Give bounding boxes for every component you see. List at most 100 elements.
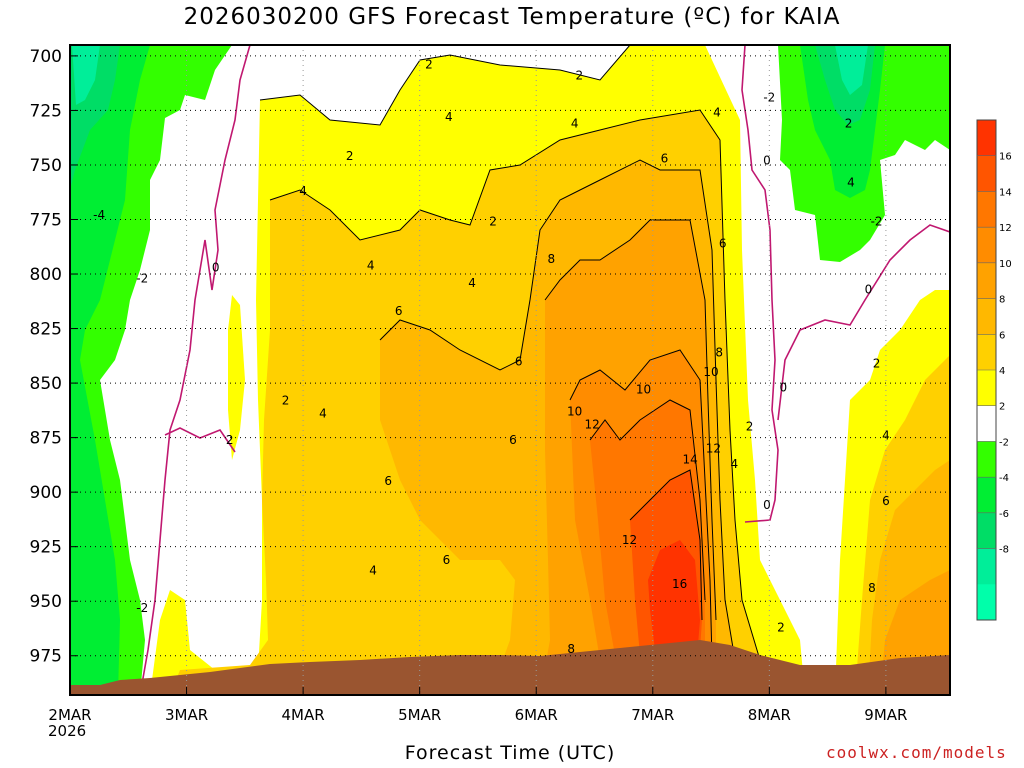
contour-label: 4 bbox=[319, 407, 327, 421]
colorbar-swatch bbox=[977, 191, 996, 228]
contour-label: 0 bbox=[212, 260, 220, 274]
colorbar-label: -4 bbox=[999, 473, 1009, 484]
colorbar-label: 6 bbox=[999, 330, 1005, 341]
zero-isotherm-right-lower bbox=[777, 224, 950, 421]
zero-isotherm-right-upper bbox=[741, 45, 779, 523]
colorbar-swatch bbox=[977, 262, 996, 300]
contour-label: 6 bbox=[515, 354, 523, 368]
contour-label: 4 bbox=[731, 457, 739, 471]
x-tick-label: 6MAR bbox=[515, 706, 558, 724]
contour-label: 8 bbox=[715, 346, 723, 360]
contour-label: 4 bbox=[367, 258, 375, 272]
y-tick-label: 975 bbox=[30, 647, 62, 667]
contour-label: 6 bbox=[384, 474, 392, 488]
contour-label: 4 bbox=[882, 428, 890, 442]
contour-label: 10 bbox=[703, 365, 718, 379]
plot-frame bbox=[69, 44, 951, 696]
contour-label: 12 bbox=[622, 533, 637, 547]
y-tick-label: 900 bbox=[30, 483, 62, 503]
y-tick-label: 750 bbox=[30, 156, 62, 176]
colorbar-label: 2 bbox=[999, 402, 1005, 413]
warm-region-2-small bbox=[228, 295, 245, 460]
contour-8-outline bbox=[544, 219, 717, 621]
source-credit[interactable]: coolwx.com/models bbox=[826, 743, 1007, 762]
y-tick-label: 875 bbox=[30, 429, 62, 449]
x-tick-label: 3MAR bbox=[165, 706, 208, 724]
colorbar-swatch bbox=[977, 298, 996, 335]
contour-14-outline bbox=[629, 469, 703, 621]
contour-label: 12 bbox=[585, 418, 600, 432]
contour-label: 0 bbox=[780, 380, 788, 394]
contour-label: 0 bbox=[763, 154, 771, 168]
contour-label: 4 bbox=[571, 117, 579, 131]
cold-region-left-minus4 bbox=[70, 45, 150, 695]
contour-label: -2 bbox=[871, 215, 883, 229]
colorbar-label: 16 bbox=[999, 152, 1012, 163]
contour-label: 6 bbox=[509, 433, 517, 447]
contour-label: 6 bbox=[719, 236, 727, 250]
contour-label: 2 bbox=[845, 117, 853, 131]
x-axis-label: Forecast Time (UTC) bbox=[404, 742, 616, 764]
contour-label: 4 bbox=[369, 564, 377, 578]
colorbar-label: -6 bbox=[999, 509, 1009, 520]
y-tick-label: 725 bbox=[30, 101, 62, 121]
contour-label: 6 bbox=[882, 494, 890, 508]
contour-10-outline bbox=[569, 349, 713, 661]
contour-label: 2 bbox=[282, 394, 290, 408]
zero-isotherm-left bbox=[139, 45, 251, 695]
y-tick-label: 950 bbox=[30, 592, 62, 612]
contour-label: 8 bbox=[567, 642, 575, 656]
contour-label: 14 bbox=[682, 452, 697, 466]
colorbar-label: -8 bbox=[999, 545, 1009, 556]
y-tick-label: 700 bbox=[30, 47, 62, 67]
x-tick-label: 9MAR bbox=[864, 706, 907, 724]
contour-label: 2 bbox=[777, 620, 785, 634]
contour-label: -2 bbox=[763, 90, 775, 104]
colorbar-swatch bbox=[977, 405, 996, 442]
contour-label: 2 bbox=[576, 69, 584, 83]
contour-label: 0 bbox=[865, 282, 873, 296]
colorbar-swatch bbox=[977, 370, 996, 407]
contour-label: 4 bbox=[713, 106, 721, 120]
contour-label: 8 bbox=[548, 252, 556, 266]
contour-label: 4 bbox=[445, 110, 453, 124]
colorbar-label: 14 bbox=[999, 187, 1012, 198]
colorbar-label: 12 bbox=[999, 223, 1012, 234]
x-axis-ticks: 2MAR 3MAR 4MAR 5MAR 6MAR 7MAR 8MAR 9MAR bbox=[48, 687, 907, 724]
terrain-surface bbox=[70, 640, 950, 695]
contour-label: 6 bbox=[443, 553, 451, 567]
contour-label: 4 bbox=[299, 184, 307, 198]
colorbar-legend: 16 14 12 10 8 6 4 2 -2 -4 -6 -8 bbox=[976, 119, 1012, 621]
warm-region-16 bbox=[648, 540, 700, 650]
contour-label: 10 bbox=[567, 404, 582, 418]
chart-title: 2026030200 GFS Forecast Temperature (ºC)… bbox=[183, 4, 841, 30]
contour-label: -2 bbox=[136, 271, 148, 285]
colorbar-label: 8 bbox=[999, 295, 1005, 306]
contour-label: 2 bbox=[873, 356, 881, 370]
y-tick-label: 925 bbox=[30, 538, 62, 558]
y-tick-label: 850 bbox=[30, 374, 62, 394]
x-tick-label: 4MAR bbox=[282, 706, 325, 724]
y-tick-label: 825 bbox=[30, 320, 62, 340]
contour-4-outline bbox=[269, 109, 761, 661]
colorbar-swatch bbox=[977, 477, 996, 514]
x-tick-label: 7MAR bbox=[631, 706, 674, 724]
contour-label: 2 bbox=[425, 58, 433, 72]
contour-label: 16 bbox=[672, 577, 687, 591]
colorbar-swatch bbox=[977, 548, 996, 585]
contour-label: 4 bbox=[847, 175, 855, 189]
cold-region-left-minus8 bbox=[72, 45, 100, 105]
contour-label: 6 bbox=[661, 151, 669, 165]
contour-label: 2 bbox=[226, 433, 234, 447]
contour-lines bbox=[259, 45, 761, 661]
contour-label: 2 bbox=[346, 149, 354, 163]
contour-label: 10 bbox=[636, 383, 651, 397]
x-tick-label: 8MAR bbox=[748, 706, 791, 724]
colorbar-swatch bbox=[977, 334, 996, 371]
colorbar-swatch bbox=[977, 512, 996, 550]
y-tick-label: 775 bbox=[30, 210, 62, 230]
colorbar-swatch bbox=[977, 155, 996, 192]
x-tick-label: 2MAR bbox=[48, 706, 91, 724]
